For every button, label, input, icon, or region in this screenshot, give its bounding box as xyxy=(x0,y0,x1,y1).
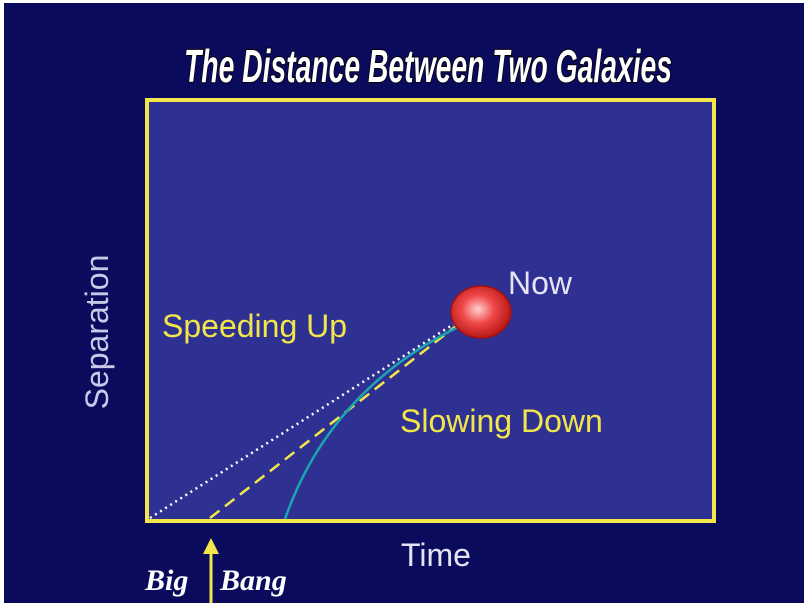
big-bang-arrowhead xyxy=(203,538,219,554)
bang-label: Bang xyxy=(219,564,287,597)
x-axis-label: Time xyxy=(401,537,471,573)
speeding-label: Speeding Up xyxy=(162,308,347,344)
constant-line xyxy=(149,318,461,520)
now-label: Now xyxy=(508,265,573,301)
y-axis-label: Separation xyxy=(79,255,115,410)
big-label: Big xyxy=(144,564,188,597)
plot-box xyxy=(145,98,716,523)
title: The Distance Between Two Galaxies xyxy=(184,40,672,92)
slowing-curve xyxy=(283,324,461,520)
now-marker xyxy=(450,285,512,339)
slowing-label: Slowing Down xyxy=(400,403,603,439)
speeding-line xyxy=(209,325,457,519)
